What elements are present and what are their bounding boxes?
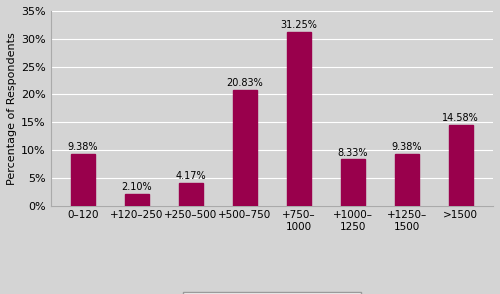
Bar (71, 153, 95, 206)
Bar (125, 194, 149, 206)
Legend: Income Category (000's): Income Category (000's) (182, 292, 361, 294)
Text: 4.17%: 4.17% (176, 171, 206, 181)
Text: 2.10%: 2.10% (122, 183, 152, 193)
Y-axis label: Percentage of Respondents: Percentage of Respondents (7, 32, 17, 185)
Bar (340, 159, 365, 206)
Bar (286, 32, 311, 206)
Text: 8.33%: 8.33% (338, 148, 368, 158)
Text: 14.58%: 14.58% (442, 113, 479, 123)
Bar (394, 153, 419, 206)
Text: 9.38%: 9.38% (68, 142, 98, 152)
Text: 9.38%: 9.38% (392, 142, 422, 152)
Text: 20.83%: 20.83% (226, 78, 264, 88)
Bar (179, 183, 203, 206)
Text: 31.25%: 31.25% (280, 20, 318, 30)
Bar (448, 125, 473, 206)
Bar (233, 90, 257, 206)
